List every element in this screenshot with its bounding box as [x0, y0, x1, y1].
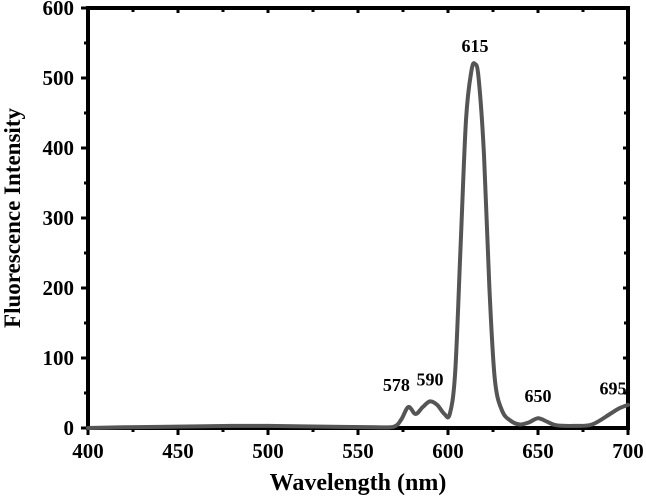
peak-label: 650 [525, 386, 552, 406]
y-tick-label: 500 [43, 66, 75, 90]
peak-label: 695 [600, 378, 627, 398]
y-tick-label: 200 [43, 276, 75, 300]
x-tick-label: 650 [522, 439, 554, 463]
y-axis-label: Fluorescence Intensity [0, 108, 25, 328]
x-tick-label: 550 [342, 439, 374, 463]
x-tick-label: 600 [432, 439, 464, 463]
y-tick-labels: 0 100 200 300 400 500 600 [43, 0, 75, 440]
plot-frame [86, 6, 630, 430]
axis-ticks [81, 6, 630, 435]
peak-label: 615 [462, 36, 489, 56]
peak-label: 578 [383, 375, 410, 395]
x-tick-label: 450 [162, 439, 194, 463]
y-tick-label: 600 [43, 0, 75, 20]
y-tick-label: 100 [43, 346, 75, 370]
peak-label: 590 [417, 369, 444, 389]
y-tick-label: 300 [43, 206, 75, 230]
y-tick-label: 400 [43, 136, 75, 160]
x-tick-label: 700 [612, 439, 644, 463]
axes-box [86, 6, 630, 430]
x-tick-label: 500 [252, 439, 284, 463]
y-tick-label: 0 [64, 416, 75, 440]
x-tick-label: 400 [72, 439, 104, 463]
emission-curve [86, 61, 630, 430]
x-axis-label: Wavelength (nm) [270, 470, 447, 496]
x-tick-labels: 400 450 500 550 600 650 700 [72, 439, 644, 463]
peak-annotations: 578 590 615 650 695 [383, 36, 627, 406]
